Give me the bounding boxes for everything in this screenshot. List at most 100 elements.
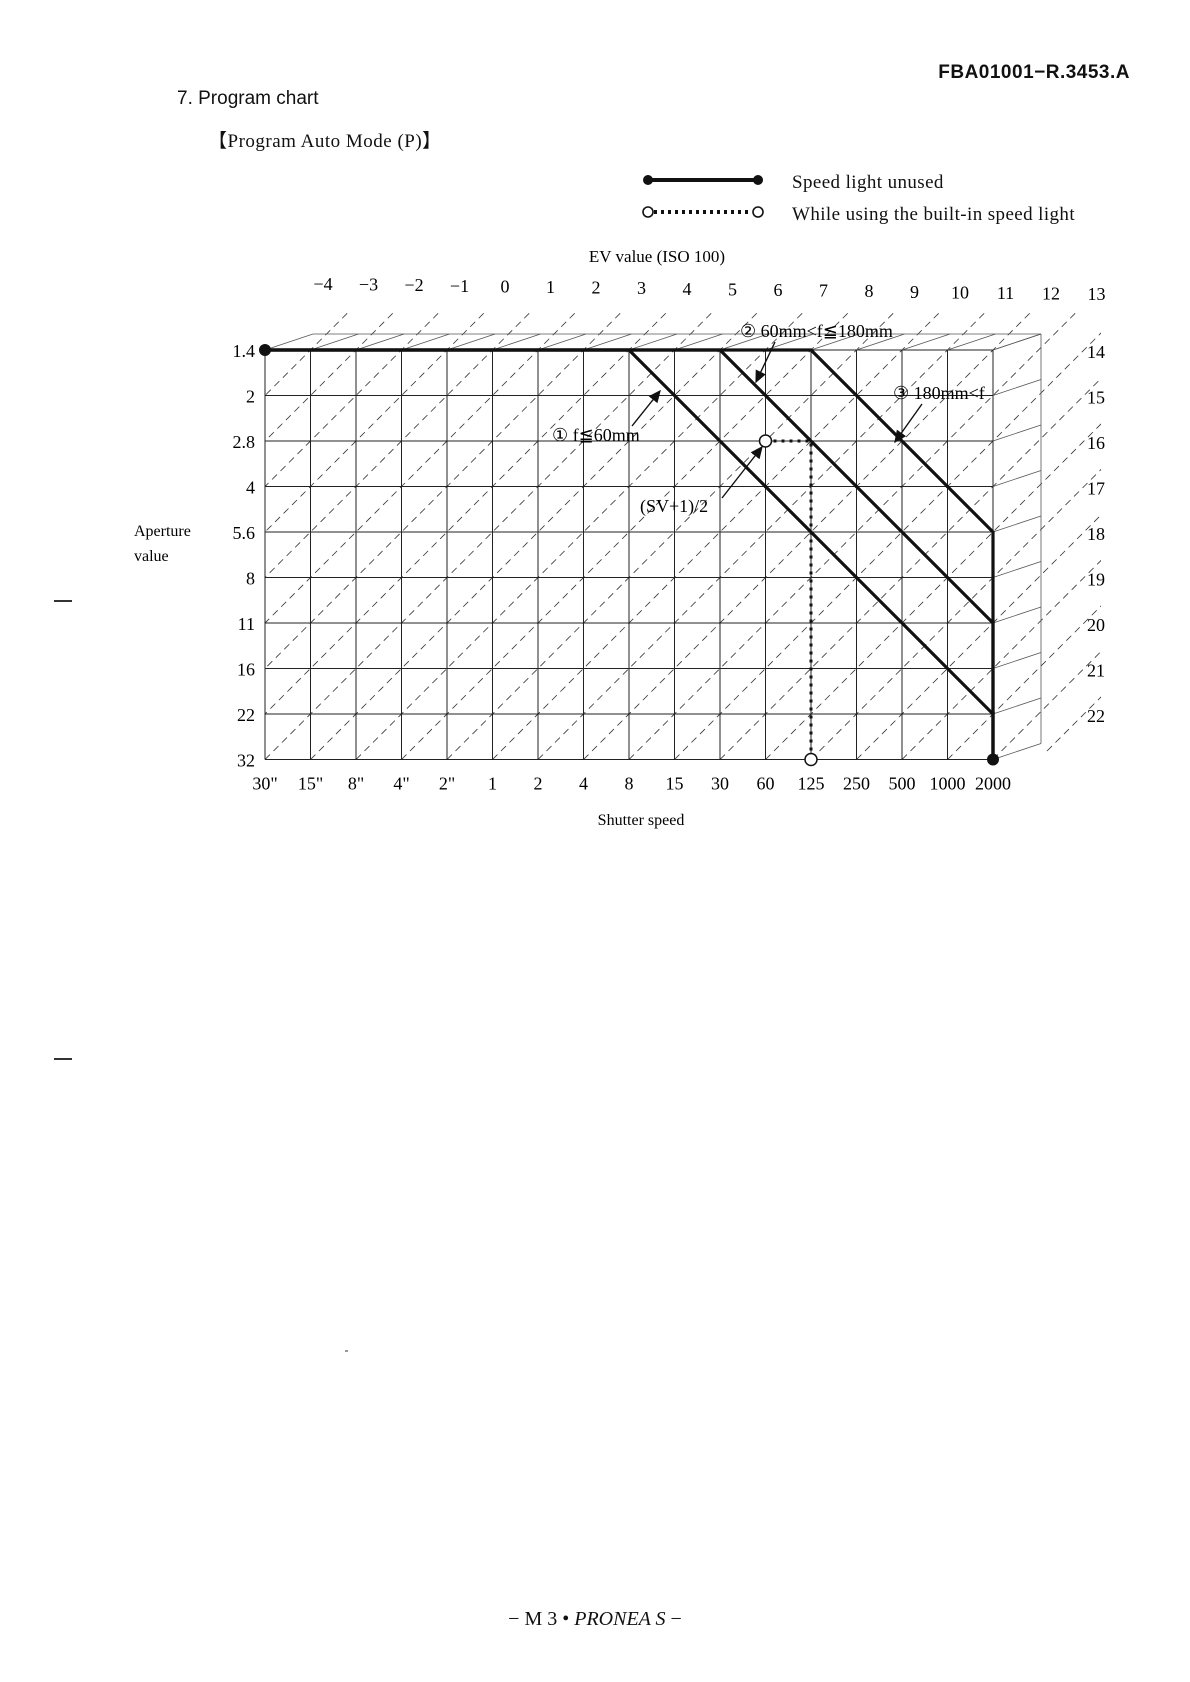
- legend: Speed light unused While using the built…: [640, 170, 1140, 240]
- flash-end-marker: [804, 752, 818, 767]
- depth-edge-right: [992, 379, 1042, 396]
- ev-diagonal: [901, 310, 1101, 760]
- ev-top-label: 6: [774, 280, 783, 300]
- depth-edge-top: [355, 333, 405, 351]
- ev-diagonal: [265, 310, 591, 760]
- ev-top-label: 4: [683, 279, 692, 299]
- ev-diagonal-lines: [0, 298, 1101, 760]
- x-tick-label: 1000: [930, 774, 966, 794]
- scan-speck: [345, 1350, 348, 1352]
- ev-top-label: −3: [359, 275, 378, 295]
- series-start-marker: [259, 344, 271, 356]
- y-tick-label: 4: [246, 478, 255, 498]
- ev-top-label: 3: [637, 278, 646, 298]
- footer-suffix: −: [670, 1608, 682, 1630]
- ev-diagonal: [265, 310, 545, 760]
- depth-edge-top: [446, 333, 496, 351]
- legend-dotted-label: While using the built-in speed light: [792, 204, 1075, 225]
- ev-diagonal: [628, 310, 1091, 760]
- chart-grid: [264, 333, 1042, 760]
- y-tick-label: 1.4: [233, 341, 256, 361]
- document-id: FBA01001−R.3453.A: [938, 62, 1130, 83]
- ev-diagonal: [0, 298, 135, 760]
- ev-diagonal: [265, 310, 409, 760]
- section-title: 7. Program chart: [177, 88, 319, 109]
- ev-top-label: 5: [728, 279, 737, 299]
- footer-model: PRONEA S: [574, 1608, 666, 1630]
- page-footer: − M 3 • PRONEA S −: [0, 1608, 1190, 1631]
- ev-top-label: 1: [546, 277, 555, 297]
- ev-right-label: 20: [1087, 615, 1105, 635]
- ev-diagonal: [265, 310, 454, 760]
- x-tick-label: 30": [252, 774, 277, 794]
- ev-diagonal: [947, 310, 1101, 760]
- ev-top-label: 13: [1088, 284, 1106, 304]
- y-tick-label: 2: [246, 387, 255, 407]
- y-tick-label: 11: [238, 614, 255, 634]
- depth-edge-right: [992, 561, 1042, 578]
- ev-diagonal: [265, 310, 682, 760]
- ev-diagonal: [583, 310, 1046, 760]
- depth-edge-top: [947, 333, 996, 351]
- x-tick-label: 15: [666, 774, 684, 794]
- series-line-4: [765, 439, 813, 760]
- margin-mark: [54, 600, 72, 602]
- ev-diagonal: [265, 310, 727, 760]
- annotation-arrow: [721, 445, 763, 499]
- annotation-label: ③ 180mm<f: [893, 383, 985, 403]
- ev-diagonal: [265, 310, 363, 760]
- depth-edge-right: [992, 652, 1042, 669]
- depth-edge-top: [719, 333, 769, 351]
- depth-edge-top: [765, 333, 814, 351]
- depth-edge-right: [992, 743, 1042, 760]
- x-tick-label: 250: [843, 774, 870, 794]
- ev-diagonal: [0, 298, 226, 760]
- depth-edge-top: [901, 333, 951, 351]
- ev-top-label: 12: [1042, 284, 1060, 304]
- ev-right-label: 18: [1087, 524, 1105, 544]
- x-tick-label: 15": [298, 774, 323, 794]
- depth-edge-top: [583, 333, 632, 351]
- ev-diagonal: [674, 310, 1101, 760]
- legend-item-solid: Speed light unused: [640, 170, 1140, 200]
- ev-right-label: 14: [1087, 342, 1105, 362]
- depth-edge-right: [992, 697, 1042, 715]
- ev-diagonal: [355, 310, 818, 760]
- x-tick-label: 8: [625, 774, 634, 794]
- ev-right-label: 17: [1087, 479, 1105, 499]
- x-axis-label: Shutter speed: [598, 812, 685, 829]
- ev-diagonal: [265, 310, 500, 760]
- mode-title: 【Program Auto Mode (P)】: [208, 131, 442, 152]
- x-tick-label: 30: [711, 774, 729, 794]
- ev-right-label: 21: [1087, 661, 1105, 681]
- ev-diagonal: [537, 310, 1000, 760]
- ev-diagonal: [992, 310, 1101, 760]
- ev-right-label: 22: [1087, 706, 1105, 726]
- ev-top-label: −1: [450, 276, 469, 296]
- depth-edge-right: [992, 333, 1042, 351]
- ev-right-label: 19: [1087, 570, 1105, 590]
- ev-top-label: 0: [501, 276, 510, 296]
- ev-diagonal: [856, 310, 1101, 760]
- depth-edge-top: [810, 333, 860, 351]
- ev-diagonal: [0, 298, 44, 760]
- ev-top-label: 2: [592, 278, 601, 298]
- depth-edge-top: [674, 333, 723, 351]
- ev-right-label: 16: [1087, 433, 1105, 453]
- ev-right-label: 15: [1087, 388, 1105, 408]
- ev-top-label: −4: [313, 274, 332, 294]
- legend-item-dotted: While using the built-in speed light: [640, 202, 1140, 232]
- x-tick-label: 2": [439, 774, 455, 794]
- depth-edge-right: [992, 515, 1042, 533]
- depth-edge-top: [492, 333, 541, 351]
- ev-diagonal: [446, 310, 909, 760]
- ev-diagonal: [310, 310, 773, 760]
- ev-diagonal: [1038, 310, 1101, 760]
- x-tick-label: 500: [889, 774, 916, 794]
- x-tick-label: 125: [798, 774, 825, 794]
- x-tick-label: 8": [348, 774, 364, 794]
- y-axis-label: value: [134, 548, 169, 565]
- y-tick-label: 2.8: [233, 432, 256, 452]
- ev-top-label: 7: [819, 281, 828, 301]
